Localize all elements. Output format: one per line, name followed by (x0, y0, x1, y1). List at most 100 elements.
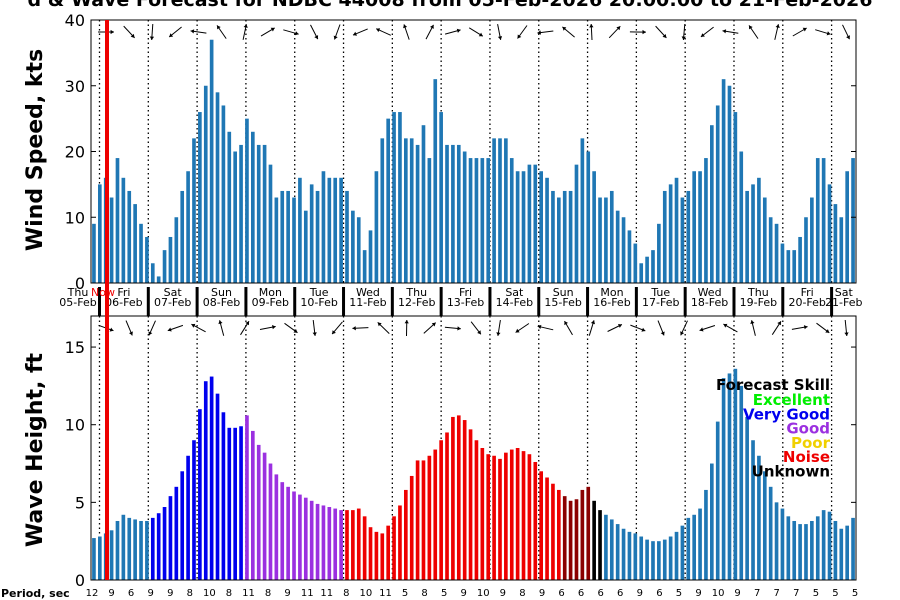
day-of-week: Thu (67, 286, 89, 299)
period-tick: 5 (441, 588, 447, 599)
period-tick: 10 (712, 588, 725, 599)
bar (827, 184, 832, 284)
wind-y-label: Wind Speed, kts (23, 49, 48, 251)
direction-arrow (352, 28, 368, 36)
bar (186, 171, 190, 283)
bar (845, 525, 849, 580)
bar (445, 432, 449, 580)
bar (374, 531, 379, 580)
direction-arrow (260, 27, 275, 37)
bar (315, 190, 320, 283)
bar (233, 151, 237, 283)
bar (150, 517, 155, 580)
bar (745, 190, 749, 283)
period-tick: 5 (402, 588, 408, 599)
direction-arrow (657, 320, 665, 336)
bar (274, 197, 279, 283)
direction-arrow (123, 25, 135, 39)
bar (421, 125, 426, 283)
bar (292, 197, 296, 283)
bar (621, 528, 626, 580)
day-date: 05-Feb (59, 296, 96, 309)
bar (98, 536, 102, 580)
bar (221, 412, 226, 580)
bar (356, 508, 361, 580)
period-label: Period, sec (1, 587, 70, 600)
bar (751, 440, 755, 580)
bar (456, 415, 461, 580)
bar (139, 223, 143, 283)
bar (262, 144, 267, 283)
bar (209, 376, 214, 580)
bar (239, 426, 243, 580)
bar (127, 190, 132, 283)
direction-arrow (191, 323, 206, 333)
period-tick: 6 (578, 588, 584, 599)
day-of-week: Fri (801, 286, 814, 299)
period-tick: 6 (128, 588, 134, 599)
bar (527, 164, 532, 283)
day-of-week: Sun (553, 286, 574, 299)
direction-arrow (444, 326, 461, 331)
direction-arrow (562, 26, 575, 38)
direction-arrow (404, 319, 409, 337)
bar (609, 519, 614, 580)
bar (821, 510, 826, 580)
period-tick: 8 (343, 588, 349, 599)
bar (592, 171, 596, 283)
bar (415, 144, 420, 283)
bar (762, 197, 767, 283)
direction-arrow (497, 24, 503, 40)
bar (615, 524, 620, 580)
direction-arrow (699, 325, 716, 332)
bar (150, 263, 155, 283)
bar (174, 486, 179, 580)
period-ticks: 12 9 6 9 9 8 10 8 11 8 9 11 11 8 10 11 5 8 5 9 10 9 8 9 6 6 6 6 9 6 5 9… (86, 588, 859, 599)
day-of-week: Mon (259, 286, 282, 299)
bar (633, 533, 638, 580)
direction-arrow (589, 23, 594, 41)
direction-arrow (792, 27, 807, 37)
bar (657, 223, 661, 283)
bar (680, 197, 685, 283)
bar (786, 250, 791, 284)
direction-arrow (655, 25, 667, 39)
bar (203, 381, 208, 580)
period-tick: 5 (832, 588, 838, 599)
bar (115, 158, 120, 283)
bar (398, 112, 402, 283)
bar (645, 256, 649, 283)
y-tick-label: 40 (65, 11, 85, 30)
direction-arrow (468, 27, 484, 37)
bar (721, 378, 726, 580)
bar (286, 486, 290, 580)
bar (668, 184, 673, 284)
bar (804, 217, 808, 283)
direction-arrow (680, 320, 688, 336)
day-of-week: Fri (117, 286, 130, 299)
direction-arrow (815, 29, 831, 36)
bar (256, 144, 261, 283)
bar (280, 482, 285, 580)
bar (662, 539, 667, 580)
day-date: 21-Feb (825, 296, 862, 309)
bar (292, 491, 296, 580)
bar (327, 507, 332, 580)
direction-arrow (771, 321, 782, 335)
bar (345, 190, 349, 283)
bar (639, 536, 644, 580)
period-tick: 8 (226, 588, 232, 599)
bar (333, 177, 338, 283)
bar (521, 171, 526, 283)
bar (815, 516, 820, 580)
bar (368, 527, 373, 580)
bar (509, 158, 514, 283)
direction-arrow (168, 26, 182, 38)
bar (404, 138, 408, 283)
bar (486, 454, 491, 580)
